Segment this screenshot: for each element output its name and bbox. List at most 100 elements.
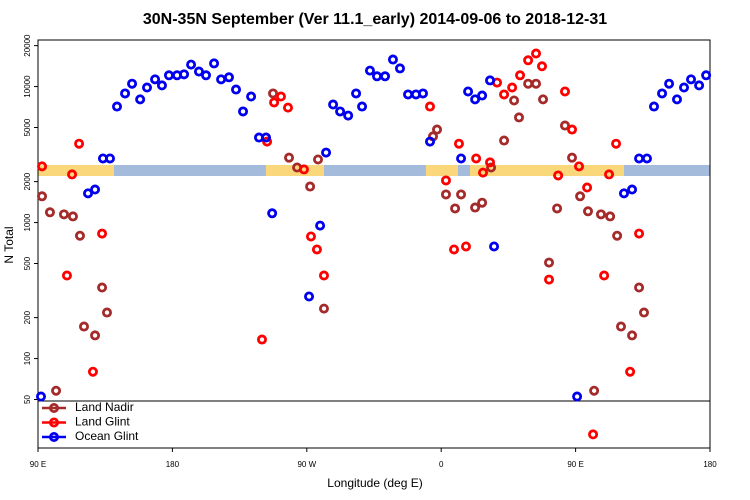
point [186,59,197,70]
point [486,162,497,173]
point [657,88,668,99]
legend-marker [49,402,60,413]
point [605,211,616,222]
point [649,101,660,112]
point [343,110,354,121]
point [305,231,316,242]
y-tick-label: 1000 [23,213,32,231]
point [111,101,122,112]
point [90,330,101,341]
point [499,89,510,100]
point [87,366,98,377]
point [449,244,460,255]
point [582,206,593,217]
point [78,321,89,332]
x-tick-label: 90 E [567,460,583,469]
point [440,175,451,186]
point [246,91,257,102]
point [456,189,467,200]
point [509,95,520,106]
point [485,157,496,168]
x-axis-label: Longitude (deg E) [327,476,422,490]
point [634,282,645,293]
point [627,184,638,195]
point [256,334,267,345]
point [424,136,435,147]
point [544,274,555,285]
point [552,203,563,214]
point [318,270,329,281]
point [142,82,153,93]
point [477,197,488,208]
point [567,124,578,135]
point [599,270,610,281]
point [150,74,161,85]
point [618,188,629,199]
x-tick-label: 0 [439,460,444,469]
point [515,70,526,81]
point [231,84,242,95]
point [238,106,249,117]
point [318,303,329,314]
point [209,58,220,69]
point [424,101,435,112]
point [200,70,211,81]
point [604,169,615,180]
land-strip [470,165,624,176]
point [268,88,279,99]
point [315,220,326,231]
y-tick-label: 50 [23,395,32,404]
x-tick-label: 90 W [297,460,316,469]
point [305,181,316,192]
point [335,106,346,117]
legend-marker [49,431,60,442]
point [572,391,583,402]
point [485,75,496,86]
point [478,167,489,178]
point [417,88,428,99]
point [471,153,482,164]
point [537,61,548,72]
point [463,86,474,97]
point [67,211,78,222]
legend-label: Land Nadir [75,400,134,414]
point [489,241,500,252]
x-tick-label: 180 [166,460,180,469]
point [351,88,362,99]
point [267,208,278,219]
point [553,170,564,181]
point [120,88,131,99]
point [67,169,78,180]
x-tick-label: 90 E [30,460,46,469]
point [531,48,542,59]
point [156,80,167,91]
point [44,207,55,218]
y-tick-label: 500 [23,256,32,270]
point [97,282,108,293]
point [282,102,293,113]
point [538,94,549,105]
point [453,138,464,149]
x-tick-label: 180 [703,460,717,469]
point [269,97,280,108]
point [582,182,593,193]
point [37,191,48,202]
point [694,80,705,91]
point [559,86,570,97]
point [625,366,636,377]
point [51,385,62,396]
point [701,70,712,81]
point [615,321,626,332]
point [35,391,46,402]
point [357,101,368,112]
point [611,138,622,149]
point [440,189,451,200]
point [311,244,322,255]
point [679,82,690,93]
point [450,203,461,214]
point [387,54,398,65]
point [588,429,599,440]
y-tick-label: 100 [23,351,32,365]
point [104,153,115,164]
